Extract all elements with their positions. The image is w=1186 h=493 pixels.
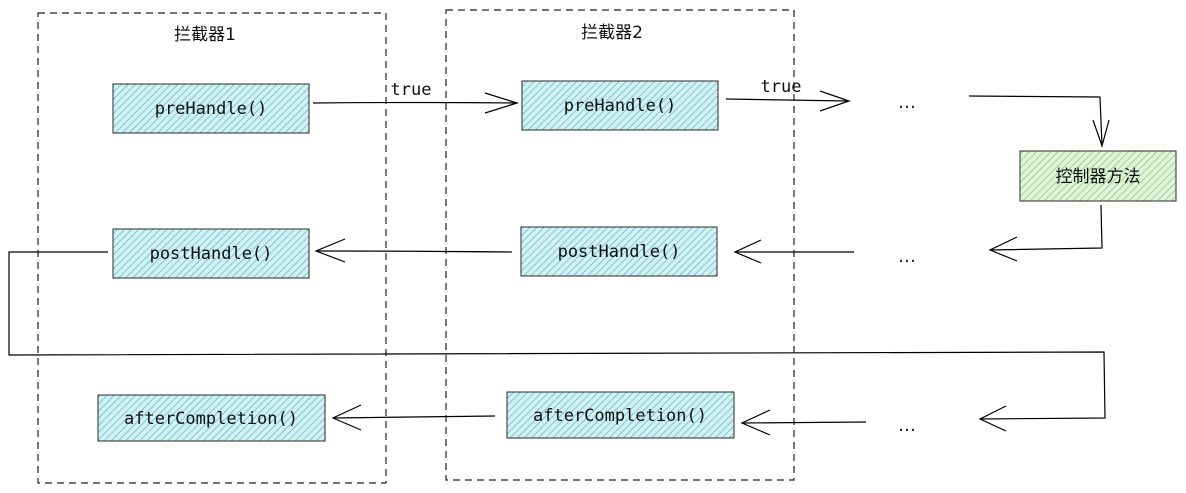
i2-aftercompletion-node <box>506 391 735 439</box>
i1-aftercompletion-label: afterCompletion() <box>124 409 298 429</box>
edge-post2-to-post1 <box>314 238 513 263</box>
ellipsis-top: … <box>898 92 916 113</box>
i2-aftercompletion-label: afterCompletion() <box>533 406 707 426</box>
edge-next-to-after2 <box>740 409 867 436</box>
i1-posthandle-node <box>112 228 310 279</box>
controller-method-node <box>1019 150 1177 202</box>
i2-posthandle-node <box>520 226 718 277</box>
edge-post1-to-aftercompletion-loop <box>8 251 1106 432</box>
i1-posthandle-label: postHandle() <box>150 244 273 264</box>
controller-method-label: 控制器方法 <box>1056 167 1141 187</box>
edge-label-true-1: true <box>391 80 432 100</box>
interceptor1-group <box>37 12 387 484</box>
edge-pre2-to-next <box>725 90 851 112</box>
interceptor1-title: 拦截器1 <box>174 25 236 45</box>
i2-prehandle-node <box>521 80 719 131</box>
i2-posthandle-label: postHandle() <box>558 242 681 262</box>
interceptor2-title: 拦截器2 <box>581 23 643 43</box>
interceptor2-group <box>445 9 795 481</box>
i1-aftercompletion-node <box>97 394 326 442</box>
i2-prehandle-label: preHandle() <box>564 96 677 116</box>
edge-controller-return <box>988 204 1103 262</box>
edge-pre1-to-pre2 <box>312 92 520 114</box>
edge-label-true-2: true <box>761 77 802 97</box>
edge-post-to-post2 <box>733 239 854 264</box>
edge-after2-to-after1 <box>331 404 496 431</box>
edge-next-to-controller <box>968 95 1110 149</box>
i1-prehandle-label: preHandle() <box>155 99 268 119</box>
ellipsis-bottom: … <box>898 415 916 436</box>
ellipsis-middle: … <box>898 246 916 267</box>
i1-prehandle-node <box>112 83 310 134</box>
